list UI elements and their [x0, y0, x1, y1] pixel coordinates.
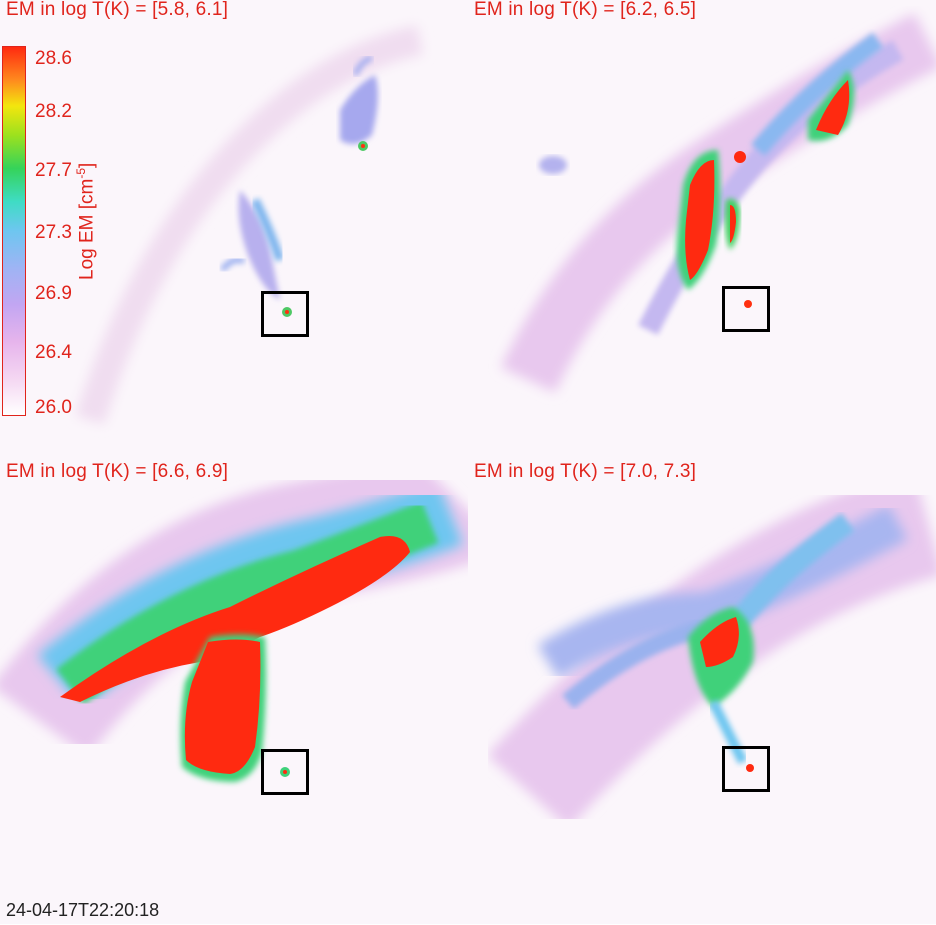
colorbar-tick: 27.7 [35, 160, 72, 181]
region-box-4 [722, 746, 770, 792]
em-panel-1: EM in log T(K) = [5.8, 6.1] [0, 0, 468, 462]
region-box-3 [261, 749, 309, 795]
colorbar-tick: 28.6 [35, 48, 72, 69]
region-box-1 [261, 291, 309, 337]
colorbar [2, 46, 26, 416]
colorbar-label-main: Log EM [cm [76, 178, 98, 280]
colorbar-label-close: ] [76, 162, 98, 168]
timestamp: 24-04-17T22:20:18 [6, 900, 160, 920]
panel-title-3: EM in log T(K) = [6.6, 6.9] [6, 462, 229, 482]
panel-title-2: EM in log T(K) = [6.2, 6.5] [474, 0, 697, 20]
em-panel-2: EM in log T(K) = [6.2, 6.5] [468, 0, 936, 462]
em-map-4 [487, 468, 936, 829]
colorbar-label: Log EM [cm-5] [74, 163, 98, 280]
em-panel-4: EM in log T(K) = [7.0, 7.3] [468, 462, 936, 924]
panel-title-4: EM in log T(K) = [7.0, 7.3] [474, 462, 697, 482]
colorbar-tick: 26.4 [35, 342, 72, 363]
colorbar-tick: 28.2 [35, 101, 72, 122]
em-map-2 [500, 13, 936, 393]
panel-title-1: EM in log T(K) = [5.8, 6.1] [6, 0, 229, 20]
colorbar-tick: 26.9 [35, 283, 72, 304]
region-box-2 [722, 286, 770, 332]
colorbar-tick: 26.0 [35, 397, 72, 418]
colorbar-label-exponent: -5 [74, 167, 88, 179]
colorbar-tick: 27.3 [35, 222, 72, 243]
em-panel-3: EM in log T(K) = [6.6, 6.9] [0, 462, 468, 924]
em-map-1 [75, 25, 424, 425]
em-map-3 [0, 462, 468, 782]
